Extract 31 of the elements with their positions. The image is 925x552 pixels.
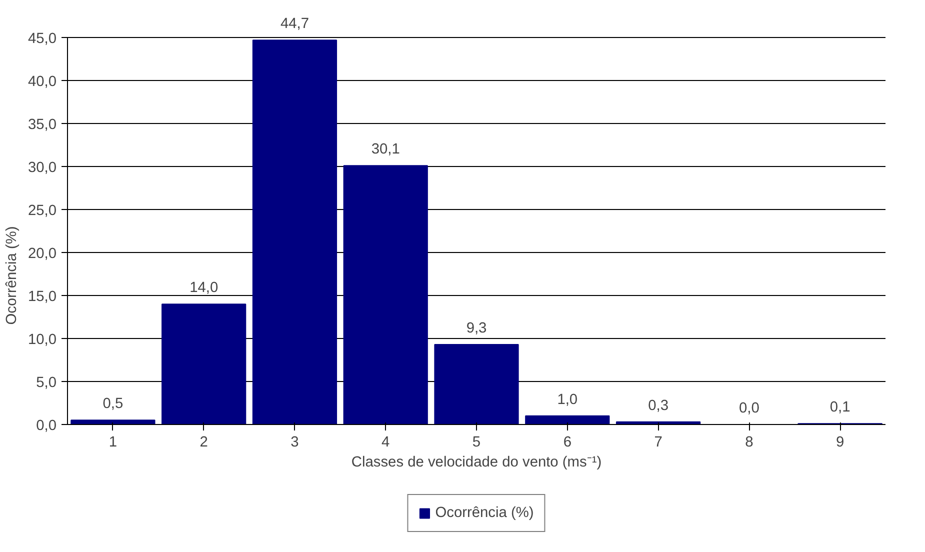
x-tick-label: 6	[563, 434, 572, 450]
x-tick-label: 8	[745, 434, 754, 450]
data-label: 0,3	[648, 398, 668, 414]
x-tick-label: 1	[108, 434, 118, 450]
data-label: 0,1	[830, 400, 850, 416]
y-tick-label: 20,0	[28, 246, 57, 262]
x-tick-label: 4	[382, 434, 390, 450]
data-label: 30,1	[371, 142, 400, 158]
y-tick-label: 25,0	[28, 203, 57, 220]
y-tick-label: 0,0	[36, 418, 56, 434]
data-label: 0,0	[738, 400, 760, 416]
y-tick-label: 45,0	[28, 31, 57, 48]
data-label: 14,0	[190, 280, 218, 296]
y-tick-label: 30,0	[28, 160, 57, 176]
data-label: 44,7	[280, 16, 309, 32]
y-tick-label: 15,0	[28, 288, 57, 305]
data-label: 9,3	[466, 320, 487, 336]
x-tick-label: 2	[200, 434, 208, 450]
legend-label: Ocorrência (%)	[435, 505, 534, 521]
y-tick-label: 40,0	[28, 74, 57, 90]
y-tick-label: 10,0	[28, 332, 57, 348]
x-tick-label: 3	[290, 434, 299, 450]
x-tick-label: 5	[472, 434, 481, 450]
x-axis-title: Classes de velocidade do vento (ms⁻¹)	[351, 454, 602, 470]
x-tick-label: 7	[654, 434, 662, 450]
data-label: 0,5	[102, 396, 124, 412]
data-label: 1,0	[557, 392, 578, 408]
y-tick-label: 5,0	[36, 374, 56, 391]
y-axis-title: Ocorrência (%)	[4, 226, 20, 325]
x-tick-label: 9	[836, 434, 844, 450]
y-tick-label: 35,0	[28, 117, 57, 134]
